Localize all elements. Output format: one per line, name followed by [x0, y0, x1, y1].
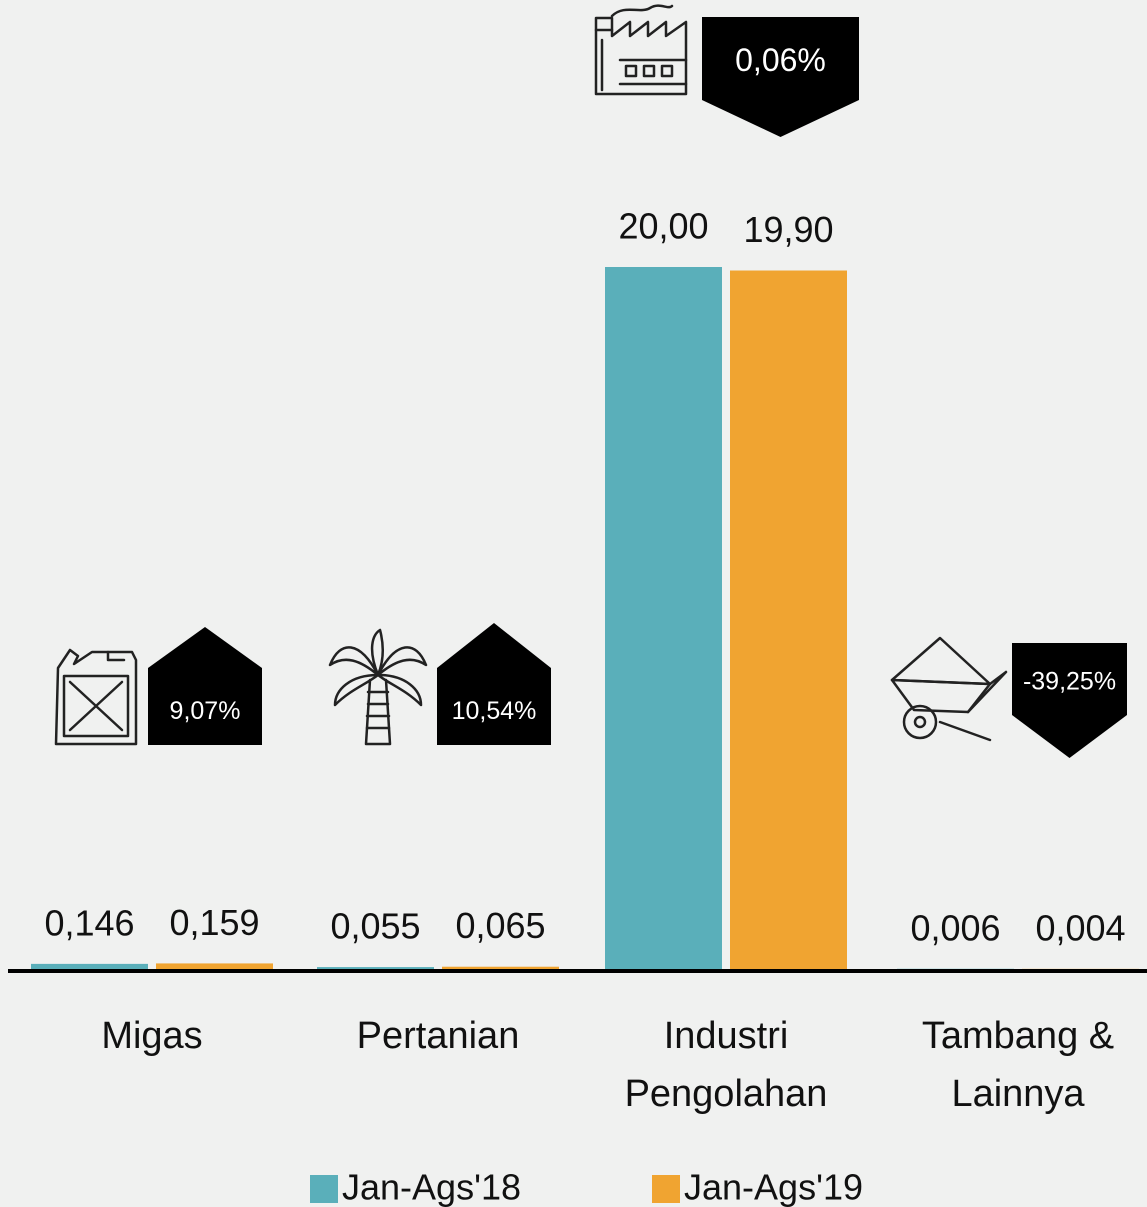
bar — [31, 963, 148, 969]
growth-badge — [1012, 643, 1127, 758]
bar — [605, 267, 722, 969]
factory-icon — [594, 4, 688, 96]
value-label: 0,055 — [330, 906, 420, 947]
value-label: 19,90 — [743, 209, 833, 250]
growth-badge — [437, 623, 551, 745]
x-tick-label: Migas — [101, 1015, 202, 1057]
legend-swatch — [310, 1175, 338, 1203]
legend-swatch — [652, 1175, 680, 1203]
legend-label: Jan-Ags'19 — [684, 1167, 863, 1207]
growth-label: 9,07% — [170, 697, 241, 725]
x-tick-label: Pengolahan — [625, 1073, 828, 1115]
bar — [156, 963, 273, 969]
growth-badge — [148, 627, 262, 745]
x-tick-label: Lainnya — [951, 1073, 1085, 1115]
growth-label: 0,06% — [735, 42, 826, 78]
value-label: 0,004 — [1035, 907, 1125, 948]
value-label: 0,065 — [455, 905, 545, 946]
growth-label: 10,54% — [452, 697, 537, 725]
growth-badge — [702, 17, 859, 137]
x-tick-label: Industri — [664, 1015, 789, 1057]
x-tick-label: Pertanian — [357, 1015, 520, 1057]
bar — [442, 966, 559, 969]
legend-label: Jan-Ags'18 — [342, 1167, 521, 1207]
bar — [730, 270, 847, 969]
value-label: 0,006 — [910, 907, 1000, 948]
value-label: 0,146 — [44, 902, 134, 943]
x-tick-label: Tambang & — [922, 1015, 1114, 1057]
palm-tree-icon — [328, 628, 428, 746]
value-label: 0,159 — [169, 902, 259, 943]
jerrycan-icon — [54, 648, 138, 746]
bar — [317, 967, 434, 969]
growth-label: -39,25% — [1023, 668, 1116, 696]
wheelbarrow-icon — [890, 636, 1008, 742]
value-label: 20,00 — [618, 206, 708, 247]
